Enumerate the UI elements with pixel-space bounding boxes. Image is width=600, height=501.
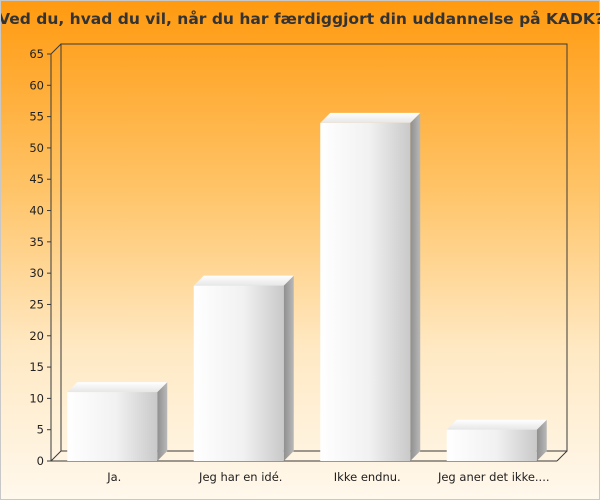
- bar-top: [67, 382, 168, 393]
- y-tick-label: 50: [29, 141, 44, 155]
- depth-line-top: [50, 43, 62, 55]
- bar-front: [193, 285, 284, 461]
- y-tick-label: 30: [29, 266, 44, 280]
- y-tick-label: 35: [29, 235, 44, 249]
- y-tick-label: 55: [29, 110, 44, 124]
- y-tick-label: 10: [29, 391, 44, 405]
- chart-title: Ved du, hvad du vil, når du har færdiggj…: [1, 9, 600, 28]
- y-tick-label: 40: [29, 204, 44, 218]
- bar: [446, 419, 547, 461]
- y-tick-label: 0: [37, 454, 44, 468]
- bar-side: [157, 382, 168, 461]
- y-tick-label: 25: [29, 297, 44, 311]
- bar: [67, 382, 168, 461]
- y-tick-label: 65: [29, 47, 44, 61]
- x-axis-labels: Ja. Jeg har en idé. Ikke endnu. Jeg aner de…: [106, 470, 549, 484]
- bar-top: [320, 112, 421, 123]
- depth-line-left: [50, 450, 62, 462]
- bar-side: [283, 275, 294, 461]
- plot-area: 0 5 10 15 20 25 30 35 40 45 50 55 60 65 Ja. Jeg har en…: [29, 43, 568, 484]
- y-tick-label: 45: [29, 172, 44, 186]
- bar-side: [536, 419, 547, 461]
- bar-side: [410, 112, 421, 461]
- bars: [67, 112, 547, 461]
- x-tick-label: Ja.: [106, 470, 121, 484]
- y-tick-label: 15: [29, 360, 44, 374]
- x-tick-label: Ikke endnu.: [334, 470, 401, 484]
- bar-front: [67, 392, 158, 461]
- depth-line-right: [556, 450, 568, 462]
- y-tick-label: 5: [37, 423, 44, 437]
- bar-top: [193, 275, 294, 286]
- y-axis-ticks: 0 5 10 15 20 25 30 35 40 45 50 55 60 65: [29, 47, 51, 468]
- bar-top: [446, 419, 547, 430]
- bar-front: [320, 122, 411, 461]
- plot-back-wall: [60, 43, 568, 452]
- x-tick-label: Jeg har en idé.: [198, 470, 282, 484]
- x-tick-label: Jeg aner det ikke....: [437, 470, 550, 484]
- y-tick-label: 20: [29, 329, 44, 343]
- bar: [193, 275, 294, 461]
- y-tick-label: 60: [29, 78, 44, 92]
- bar: [320, 112, 421, 461]
- bar-front: [446, 429, 537, 461]
